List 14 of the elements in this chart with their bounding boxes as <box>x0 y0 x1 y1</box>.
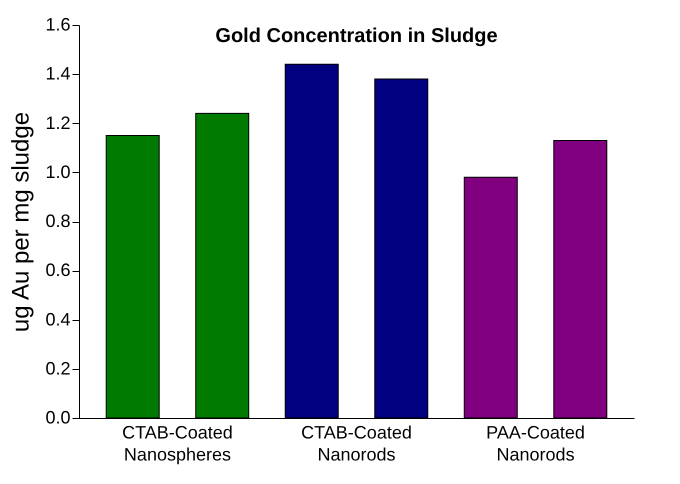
y-tick-label: 1.0 <box>45 162 70 182</box>
x-tick-label: CTAB-Coated Nanorods <box>301 422 412 464</box>
y-tick-label: 0.4 <box>45 309 70 330</box>
y-tick-label: 0.8 <box>45 211 70 231</box>
y-tick-label: 1.6 <box>45 14 70 34</box>
y-axis-title: ug Au per mg sludge <box>7 112 34 332</box>
x-tick-label: CTAB-Coated Nanospheres <box>122 422 233 464</box>
x-tick-label: PAA-Coated Nanorods <box>486 422 585 464</box>
chart-title: Gold Concentration in Sludge <box>215 25 498 47</box>
y-tick-label: 0.2 <box>45 358 70 378</box>
y-tick-label: 1.4 <box>45 64 70 84</box>
y-tick-label: 0.6 <box>45 260 70 280</box>
y-tick-label: 0.0 <box>45 408 70 428</box>
y-tick-label: 1.2 <box>45 112 70 133</box>
